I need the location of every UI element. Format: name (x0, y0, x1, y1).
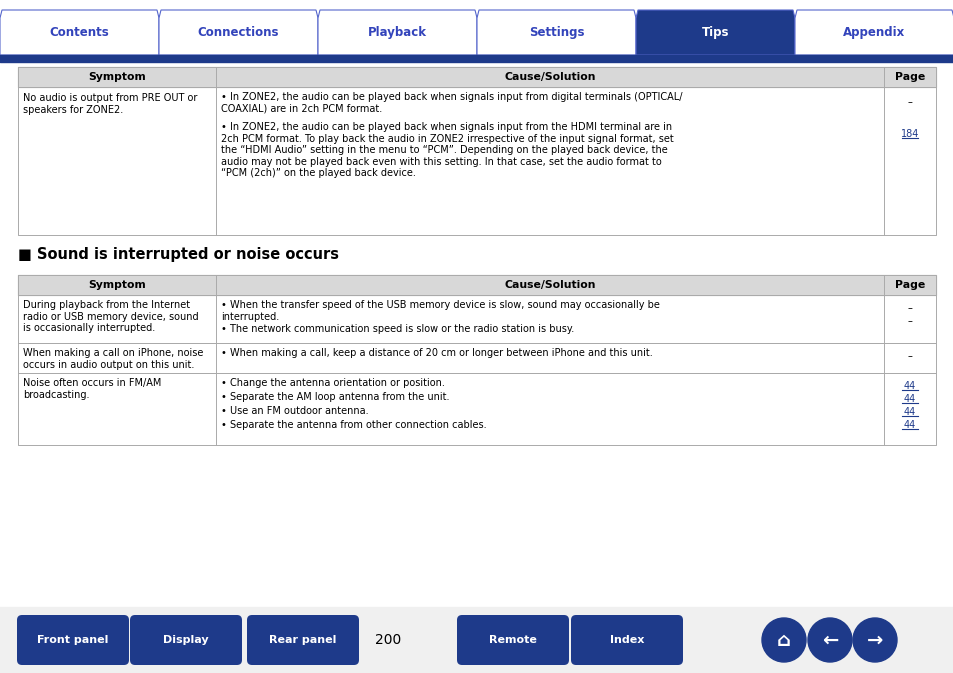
Text: Index: Index (609, 635, 643, 645)
Text: Cause/Solution: Cause/Solution (504, 72, 595, 82)
Circle shape (807, 618, 851, 662)
Text: No audio is output from PRE OUT or
speakers for ZONE2.: No audio is output from PRE OUT or speak… (23, 93, 197, 114)
Text: 44: 44 (902, 407, 915, 417)
Polygon shape (794, 10, 953, 55)
Text: When making a call on iPhone, noise
occurs in audio output on this unit.: When making a call on iPhone, noise occu… (23, 348, 203, 369)
Text: Remote: Remote (489, 635, 537, 645)
Polygon shape (636, 10, 794, 55)
Text: 200: 200 (375, 633, 400, 647)
FancyBboxPatch shape (247, 615, 358, 665)
Text: • The network communication speed is slow or the radio station is busy.: • The network communication speed is slo… (221, 324, 574, 334)
Text: 44: 44 (902, 420, 915, 430)
Text: • In ZONE2, the audio can be played back when signals input from digital termina: • In ZONE2, the audio can be played back… (221, 92, 681, 114)
Text: ■ Sound is interrupted or noise occurs: ■ Sound is interrupted or noise occurs (18, 247, 338, 262)
Text: –: – (906, 316, 911, 326)
Text: ←: ← (821, 631, 838, 649)
Text: • Change the antenna orientation or position.: • Change the antenna orientation or posi… (221, 378, 444, 388)
Polygon shape (317, 10, 476, 55)
Text: 44: 44 (902, 394, 915, 404)
Text: –: – (906, 97, 911, 107)
Text: Tips: Tips (701, 26, 728, 39)
Text: • Separate the AM loop antenna from the unit.: • Separate the AM loop antenna from the … (221, 392, 449, 402)
FancyBboxPatch shape (17, 615, 129, 665)
FancyBboxPatch shape (130, 615, 242, 665)
Text: 184: 184 (900, 129, 919, 139)
Circle shape (761, 618, 805, 662)
Text: During playback from the Internet
radio or USB memory device, sound
is occasiona: During playback from the Internet radio … (23, 300, 198, 333)
Text: Cause/Solution: Cause/Solution (504, 280, 595, 290)
Text: →: → (866, 631, 882, 649)
FancyBboxPatch shape (456, 615, 568, 665)
Text: Symptom: Symptom (88, 280, 146, 290)
Text: ⌂: ⌂ (776, 631, 790, 649)
Text: Front panel: Front panel (37, 635, 109, 645)
Text: • Separate the antenna from other connection cables.: • Separate the antenna from other connec… (221, 420, 486, 430)
Text: • When making a call, keep a distance of 20 cm or longer between iPhone and this: • When making a call, keep a distance of… (221, 348, 652, 358)
Text: Appendix: Appendix (842, 26, 904, 39)
Text: Display: Display (163, 635, 209, 645)
Text: Playback: Playback (368, 26, 427, 39)
Text: • When the transfer speed of the USB memory device is slow, sound may occasional: • When the transfer speed of the USB mem… (221, 300, 659, 322)
Text: Settings: Settings (528, 26, 583, 39)
Text: Page: Page (894, 280, 924, 290)
Text: Connections: Connections (197, 26, 279, 39)
FancyBboxPatch shape (571, 615, 682, 665)
Circle shape (852, 618, 896, 662)
Text: • In ZONE2, the audio can be played back when signals input from the HDMI termin: • In ZONE2, the audio can be played back… (221, 122, 673, 178)
Text: –: – (906, 351, 911, 361)
Polygon shape (0, 10, 159, 55)
Text: Contents: Contents (50, 26, 110, 39)
Polygon shape (476, 10, 636, 55)
Text: Noise often occurs in FM/AM
broadcasting.: Noise often occurs in FM/AM broadcasting… (23, 378, 161, 400)
Text: • Use an FM outdoor antenna.: • Use an FM outdoor antenna. (221, 406, 368, 416)
Text: Rear panel: Rear panel (269, 635, 336, 645)
Polygon shape (159, 10, 317, 55)
Text: Page: Page (894, 72, 924, 82)
Text: Symptom: Symptom (88, 72, 146, 82)
Text: –: – (906, 303, 911, 313)
Text: 44: 44 (902, 381, 915, 391)
